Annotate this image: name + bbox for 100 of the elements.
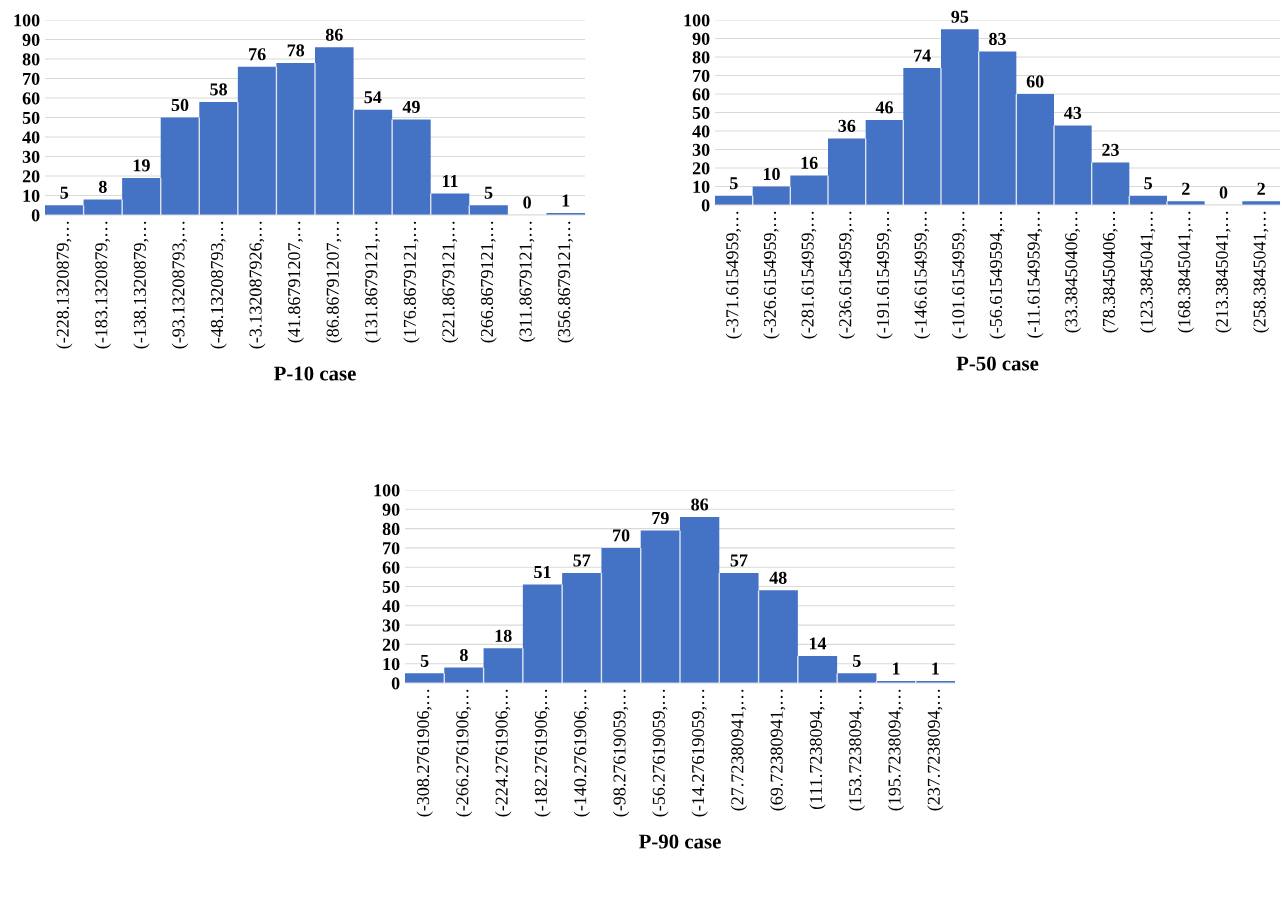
data-label: 54 — [364, 91, 382, 104]
x-tick-label: (41.86791207,… — [287, 221, 304, 343]
y-tick-label: 20 — [382, 638, 400, 651]
data-label: 0 — [523, 196, 531, 209]
x-tick-label: (-371.6154959,… — [725, 211, 743, 339]
x-tick-label: (153.7238094,… — [848, 689, 865, 811]
x-tick-label: (33.38450406,… — [1064, 211, 1082, 333]
data-label: 46 — [875, 101, 893, 114]
y-tick-label: 50 — [22, 111, 40, 124]
text: P-10 case — [273, 366, 356, 381]
x-tick-label: (-3.132087926,… — [248, 221, 266, 349]
x-tick-label: (311.8679121,… — [518, 221, 536, 342]
y-tick-label: 60 — [692, 88, 710, 101]
data-label: 58 — [210, 83, 227, 96]
data-label: 14 — [809, 637, 827, 650]
y-tick-label: 10 — [693, 180, 710, 193]
x-tick-label: (-308.2761906,… — [416, 689, 433, 817]
x-tick-label: (111.7238094,… — [809, 689, 826, 810]
data-label: 48 — [769, 571, 787, 584]
x-tick-label: (-98.27619059,… — [612, 689, 630, 817]
x-tick-label: (-146.6154959,… — [913, 211, 931, 339]
x-tick-label: (123.3845041,… — [1139, 211, 1157, 333]
y-tick-label: 30 — [22, 150, 40, 163]
data-label: 78 — [287, 44, 305, 57]
y-tick-label: 80 — [382, 522, 400, 536]
data-label: 11 — [442, 175, 458, 187]
y-tick-label: 20 — [692, 162, 710, 175]
x-tick-label: (-56.61549594,… — [989, 211, 1006, 339]
data-label: 5 — [60, 186, 69, 199]
x-tick-label: (237.7238094,… — [927, 689, 944, 811]
data-label: 1 — [562, 194, 570, 207]
data-label: 16 — [801, 156, 818, 169]
x-tick-label: (-281.6154959,… — [800, 211, 818, 339]
x-tick-label: (-56.27619059,… — [652, 689, 669, 817]
x-tick-label: (176.8679121,… — [403, 221, 420, 343]
data-label: 19 — [133, 159, 150, 172]
x-tick-label: (-11.61549594,… — [1026, 211, 1044, 338]
data-label: 5 — [852, 654, 861, 667]
data-label: 2 — [1257, 182, 1265, 195]
y-tick-label: 20 — [22, 170, 40, 183]
x-tick-label: (-224.2761906,… — [495, 689, 512, 817]
x-tick-label: (-101.6154959,… — [951, 211, 969, 339]
data-label: 5 — [420, 654, 429, 667]
y-tick-label: 60 — [22, 92, 40, 105]
y-tick-label: 0 — [31, 209, 40, 222]
data-label: 8 — [98, 180, 107, 193]
x-tick-label: (195.7238094,… — [887, 689, 905, 811]
x-tick-label: (86.86791207,… — [326, 221, 343, 343]
data-label: 57 — [730, 554, 748, 567]
data-label: 18 — [495, 629, 512, 642]
y-tick-label: 60 — [382, 561, 400, 574]
data-label: 23 — [1102, 143, 1119, 156]
x-tick-label: (-266.2761906,… — [455, 689, 473, 817]
x-tick-label: (78.38450406,… — [1102, 211, 1119, 333]
data-label: 70 — [613, 529, 630, 542]
data-label: 8 — [460, 648, 468, 662]
x-tick-label: (-228.1320879,… — [56, 221, 73, 349]
data-label: 51 — [534, 566, 551, 579]
y-tick-label: 10 — [23, 189, 40, 202]
x-tick-label: (356.8679121,… — [557, 221, 574, 343]
data-label: 36 — [838, 119, 856, 132]
x-tick-label: (-236.6154959,… — [838, 211, 856, 339]
x-tick-label: (213.3845041,… — [1215, 211, 1232, 333]
x-tick-label: (258.3845041,… — [1252, 211, 1270, 333]
data-label: 10 — [763, 167, 780, 181]
data-label: 49 — [402, 100, 420, 113]
data-label: 79 — [652, 511, 669, 525]
y-tick-label: 10 — [383, 657, 400, 671]
data-label: 0 — [1219, 186, 1228, 199]
y-tick-label: 100 — [374, 484, 400, 497]
x-tick-label: (27.72380941,… — [730, 689, 748, 811]
x-tick-label: (-183.1320879,… — [94, 221, 112, 349]
data-label: 43 — [1064, 106, 1082, 119]
x-tick-label: (69.72380941,… — [770, 689, 787, 811]
y-tick-label: 0 — [391, 677, 400, 690]
data-label: 2 — [1182, 182, 1190, 195]
text: P-50 case — [956, 356, 1039, 371]
data-label: 86 — [325, 28, 343, 41]
y-tick-label: 70 — [23, 72, 40, 85]
y-tick-label: 90 — [692, 32, 710, 45]
x-tick-label: (266.8679121,… — [480, 221, 497, 343]
y-tick-label: 70 — [693, 69, 710, 82]
data-label: 50 — [171, 98, 189, 112]
data-label: 5 — [730, 177, 738, 190]
y-tick-label: 40 — [692, 125, 710, 138]
y-tick-label: 100 — [684, 14, 710, 27]
x-tick-label: (168.3845041,… — [1177, 211, 1195, 333]
x-tick-label: (-191.6154959,… — [876, 211, 893, 339]
y-tick-label: 30 — [692, 143, 710, 156]
y-tick-label: 100 — [14, 14, 40, 27]
y-tick-label: 80 — [22, 53, 40, 66]
data-label: 83 — [989, 32, 1006, 45]
x-tick-label: (-182.2761906,… — [534, 689, 551, 817]
data-label: 76 — [249, 48, 266, 61]
x-tick-label: (-140.2761906,… — [573, 689, 590, 817]
data-label: 95 — [951, 10, 969, 23]
x-tick-label: (-48.13208793,… — [210, 221, 227, 349]
text: P-90 case — [638, 834, 721, 849]
data-label: 5 — [1144, 177, 1153, 190]
data-label: 57 — [573, 554, 591, 567]
